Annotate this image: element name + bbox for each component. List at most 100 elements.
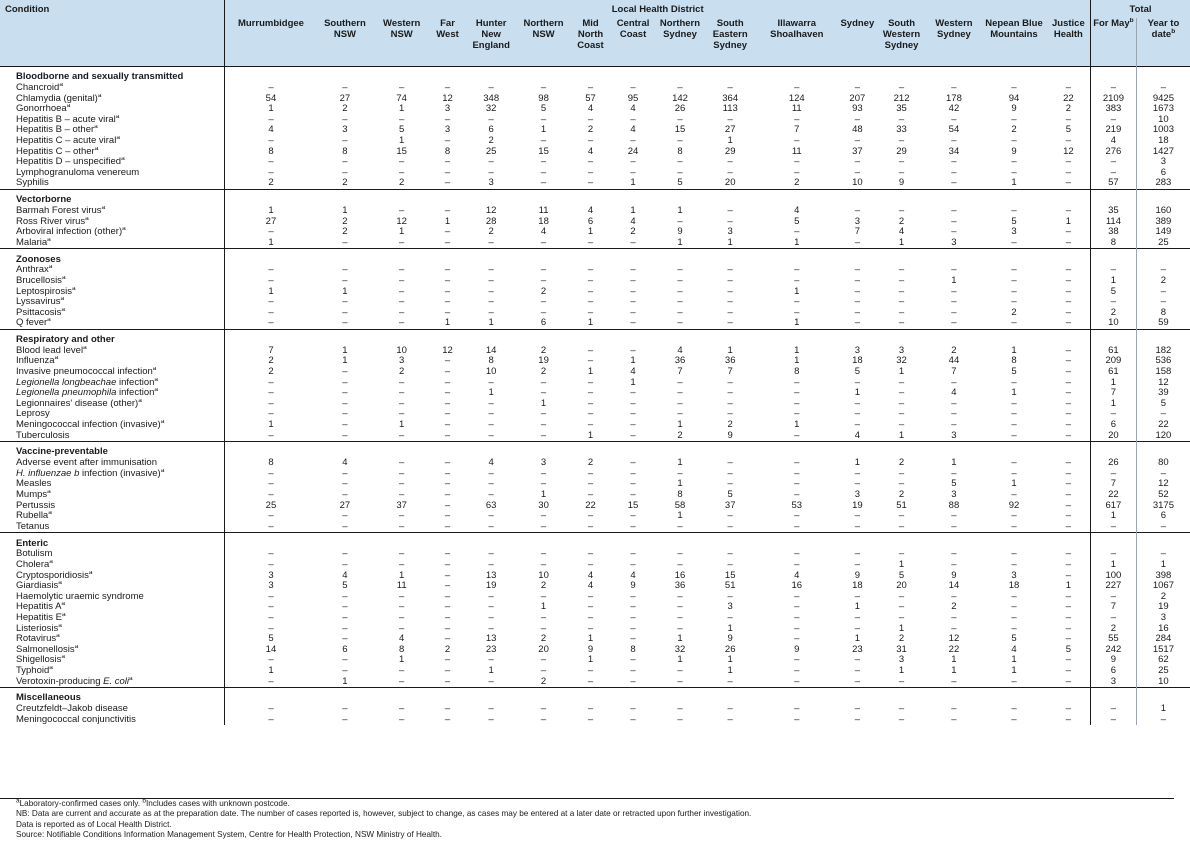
district-count-cell: 9 bbox=[727, 634, 733, 645]
district-count-cell: – bbox=[794, 612, 800, 623]
condition-name: Influenzaa bbox=[16, 356, 59, 367]
district-count-cell: – bbox=[727, 409, 733, 420]
district-count-cell: 19 bbox=[852, 500, 863, 511]
district-count-cell: – bbox=[1011, 612, 1017, 623]
district-count-cell: – bbox=[224, 227, 317, 238]
table-row: Creutzfeldt–Jakob disease – – – – – – – – – – – – – – –… bbox=[0, 704, 1190, 715]
district-count-cell: – bbox=[342, 167, 348, 178]
for-may-cell: 61 bbox=[1090, 345, 1137, 357]
district-count-cell: 9 bbox=[630, 581, 636, 592]
district-count-cell: 5 bbox=[1065, 644, 1071, 655]
district-count-cell: – bbox=[951, 549, 957, 560]
district-count-cell: – bbox=[951, 114, 957, 125]
table-row: Tuberculosis – – – – – – 1 – 2 9 – 4 1 3 – – 20 120 bbox=[0, 430, 1190, 442]
year-to-date-cell: 149 bbox=[1135, 227, 1190, 238]
empty-cell bbox=[373, 328, 431, 346]
district-count-cell: – bbox=[224, 377, 317, 389]
district-count-cell: – bbox=[540, 237, 547, 248]
district-count-cell: 32 bbox=[674, 644, 686, 655]
district-count-cell: – bbox=[898, 205, 905, 216]
district-count-cell: – bbox=[342, 468, 348, 479]
district-count-cell: – bbox=[342, 388, 348, 399]
table-row: Anthraxa – – – – – – – – – – – – – – – – – – bbox=[0, 265, 1190, 276]
district-count-cell: – bbox=[1011, 205, 1017, 216]
district-count-cell: – bbox=[794, 549, 800, 560]
year-to-date-cell: 10 bbox=[1135, 676, 1190, 688]
district-count-cell: – bbox=[224, 318, 317, 330]
district-count-cell: – bbox=[444, 549, 451, 560]
district-count-cell: – bbox=[898, 157, 905, 168]
district-count-cell: 20 bbox=[538, 644, 549, 655]
header-district: Western Sydney bbox=[926, 18, 982, 67]
district-count-cell: – bbox=[898, 704, 905, 715]
district-count-cell: 5 bbox=[898, 570, 905, 581]
district-count-cell: – bbox=[951, 216, 957, 227]
district-count-cell: 1 bbox=[727, 665, 733, 676]
condition-name: Rubellaa bbox=[16, 511, 52, 522]
header-district: Far West bbox=[430, 18, 465, 67]
district-count-cell: – bbox=[794, 665, 800, 676]
district-count-cell: 1 bbox=[1011, 388, 1017, 399]
district-count-cell: – bbox=[1065, 655, 1071, 666]
district-count-cell: – bbox=[444, 714, 451, 725]
district-count-cell: – bbox=[677, 602, 683, 613]
condition-name: Meningococcal conjunctivitis bbox=[16, 714, 136, 725]
district-count-cell: – bbox=[677, 114, 683, 125]
empty-cell bbox=[755, 66, 839, 83]
district-count-cell: – bbox=[677, 623, 683, 634]
district-count-cell: – bbox=[399, 307, 405, 318]
empty-cell bbox=[1046, 687, 1091, 705]
district-count-cell: 1 bbox=[444, 216, 451, 227]
table-row: Adverse event after immunisation 8 4 – – 4 3 2 –… bbox=[0, 458, 1190, 469]
district-count-cell: – bbox=[630, 345, 636, 356]
district-count-cell: 1 bbox=[630, 178, 636, 189]
table-row: Rotavirusa 5–4–13 2 1–1 9–1 2 12 5–55 284 bbox=[0, 634, 1190, 645]
empty-cell bbox=[1046, 66, 1091, 83]
table-row: Legionella longbeachae infectiona – – – – – – –… bbox=[0, 377, 1190, 389]
district-count-cell: 1 bbox=[677, 458, 683, 469]
for-may-cell: 383 bbox=[1090, 104, 1137, 115]
empty-cell bbox=[1046, 188, 1091, 206]
district-count-cell: 6 bbox=[488, 125, 494, 136]
district-count-cell: – bbox=[951, 227, 957, 238]
for-may-cell: 22 bbox=[1090, 490, 1137, 501]
empty-cell bbox=[1135, 248, 1190, 266]
district-count-cell: – bbox=[444, 114, 451, 125]
district-count-cell: – bbox=[1065, 500, 1071, 511]
district-count-cell: – bbox=[342, 265, 348, 276]
district-count-cell: – bbox=[630, 521, 636, 532]
district-count-cell: – bbox=[630, 623, 636, 634]
district-count-cell: 20 bbox=[896, 581, 907, 592]
empty-cell bbox=[654, 188, 706, 206]
empty-cell bbox=[569, 188, 612, 206]
district-count-cell: – bbox=[630, 237, 636, 248]
empty-cell bbox=[517, 687, 570, 705]
district-count-cell: 1 bbox=[540, 490, 547, 500]
table-row: Rubellaa – – – – – – – –1– – – – – – –1 6 bbox=[0, 511, 1190, 522]
year-to-date-cell: 62 bbox=[1135, 655, 1190, 666]
district-count-cell: – bbox=[794, 377, 800, 388]
for-may-cell: 6 bbox=[1090, 420, 1137, 431]
for-may-cell: 20 bbox=[1090, 430, 1137, 442]
district-count-cell: 22 bbox=[948, 644, 960, 655]
district-count-cell: – bbox=[794, 521, 800, 532]
district-count-cell: – bbox=[1065, 205, 1071, 216]
district-count-cell: – bbox=[587, 468, 594, 479]
district-count-cell: 27 bbox=[724, 125, 736, 136]
district-count-cell: – bbox=[1065, 458, 1071, 469]
district-count-cell: – bbox=[540, 549, 547, 560]
district-count-cell: 2 bbox=[399, 178, 405, 189]
empty-cell bbox=[1090, 328, 1137, 346]
district-count-cell: 1 bbox=[540, 602, 547, 613]
district-count-cell: 1 bbox=[399, 420, 405, 431]
district-count-cell: – bbox=[630, 704, 636, 715]
district-count-cell: – bbox=[677, 216, 683, 227]
district-count-cell: 2 bbox=[342, 178, 348, 189]
district-count-cell: – bbox=[898, 479, 905, 490]
district-count-cell: 16 bbox=[674, 570, 686, 581]
district-count-cell: 4 bbox=[951, 388, 957, 399]
for-may-cell: 1 bbox=[1090, 398, 1137, 410]
district-count-cell: – bbox=[951, 178, 957, 189]
district-count-cell: – bbox=[444, 500, 451, 511]
district-count-cell: – bbox=[1011, 237, 1017, 248]
